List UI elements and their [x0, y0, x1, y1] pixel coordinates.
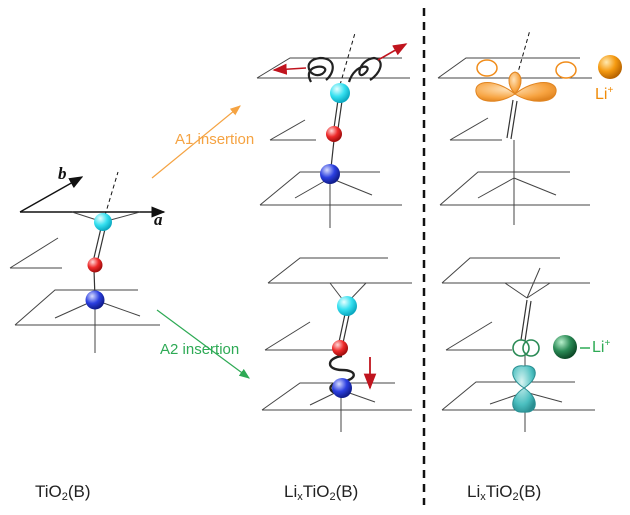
- right-top-structure: [437, 29, 592, 225]
- ti-atom-cyan: [94, 213, 112, 231]
- o-atom-red-a2: [332, 340, 348, 356]
- ti-atom-cyan-a1: [330, 83, 350, 103]
- li-ion-orange: [598, 55, 622, 79]
- li-ion-green: [553, 335, 577, 359]
- spring-vertical: [328, 354, 355, 396]
- ti-atom-cyan-a2: [337, 296, 357, 316]
- tio2-b-structure: [9, 171, 166, 353]
- o-atom-red: [87, 257, 103, 273]
- axis-a-label: a: [154, 210, 163, 229]
- a1-insertion-label: A1 insertion: [175, 131, 255, 148]
- d-orbital-lobe-top: [508, 71, 522, 95]
- orbital-ring-green: [512, 339, 530, 357]
- a2-insertion-label: A2 insertion: [160, 341, 240, 358]
- a1-structure: [256, 32, 410, 228]
- axis-b-arrow: [19, 176, 84, 213]
- a1-insertion-arrow: [151, 105, 241, 179]
- li-ion-bottom-label: Li+: [592, 338, 611, 356]
- orbital-ring-right: [555, 61, 577, 79]
- orbital-ring-left: [476, 59, 498, 77]
- ti-atom-blue: [85, 290, 105, 310]
- o-atom-red-a1: [326, 126, 342, 142]
- caption-lixtio2-b-middle: LixTiO2(B): [284, 482, 359, 503]
- spring-right: [347, 56, 382, 83]
- red-arrow-left: [272, 63, 307, 75]
- ti-atom-blue-a2: [332, 378, 352, 398]
- li-ion-top-label: Li+: [595, 85, 614, 103]
- caption-tio2-b: TiO2(B): [35, 482, 91, 503]
- p-orbital-lobes-teal: [512, 365, 536, 413]
- spring-left: [307, 56, 334, 83]
- ti-atom-blue-a1: [320, 164, 340, 184]
- axis-b-label: b: [58, 164, 67, 183]
- caption-lixtio2-b-right: LixTiO2(B): [467, 482, 542, 503]
- right-bottom-structure: [441, 257, 595, 432]
- a2-insertion-arrow: [156, 309, 250, 379]
- orbital-ring-green-2: [522, 339, 540, 357]
- red-arrow-right: [377, 43, 408, 61]
